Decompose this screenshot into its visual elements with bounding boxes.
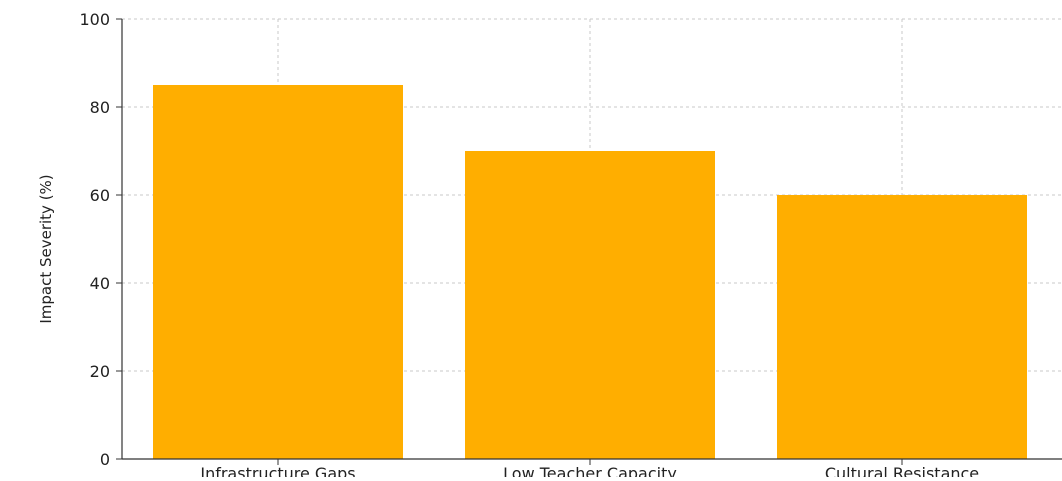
bar-infrastructure-gaps — [153, 85, 403, 459]
y-tick-label: 40 — [90, 274, 110, 293]
bar-low-teacher-capacity — [465, 151, 715, 459]
x-tick-label: Cultural Resistance — [825, 464, 979, 477]
x-tick-label: Infrastructure Gaps — [200, 464, 355, 477]
y-tick-label: 80 — [90, 98, 110, 117]
y-ticks: 0 20 40 60 80 100 — [79, 10, 122, 469]
y-axis-title: Impact Severity (%) — [37, 174, 55, 323]
x-ticks: Infrastructure Gaps Low Teacher Capacity C… — [200, 459, 979, 481]
y-tick-label: 0 — [100, 450, 110, 469]
bar-cultural-resistance — [777, 195, 1027, 459]
bars-layer — [153, 85, 1027, 459]
y-tick-label: 100 — [79, 10, 110, 29]
y-tick-label: 60 — [90, 186, 110, 205]
y-tick-label: 20 — [90, 362, 110, 381]
x-tick-label: Low Teacher Capacity — [503, 464, 677, 477]
axis-layer — [121, 19, 1062, 460]
